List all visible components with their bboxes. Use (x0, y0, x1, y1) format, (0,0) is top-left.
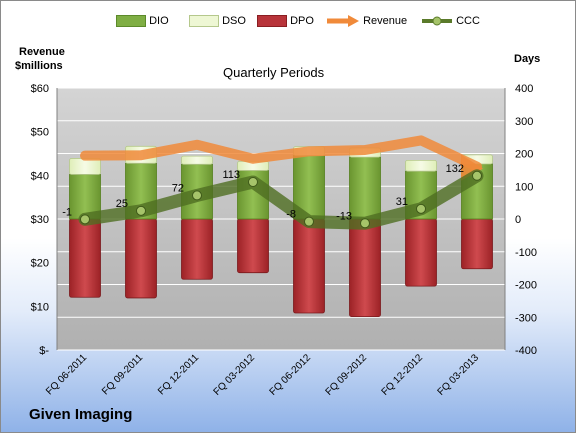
left-tick-label: $60 (31, 83, 49, 95)
left-axis-title-line1: Revenue (19, 46, 65, 58)
dpo-bar (69, 218, 101, 298)
right-tick-label: -400 (515, 345, 537, 357)
category-label: FQ 03-2012 (212, 352, 258, 398)
dpo-bar (237, 218, 269, 274)
revenue-arrowhead (461, 154, 483, 181)
left-tick-label: $10 (31, 301, 49, 313)
right-tick-label: -100 (515, 247, 537, 259)
category-label: FQ 12-2011 (156, 352, 201, 397)
revenue-line (80, 135, 482, 172)
ccc-line-icon (422, 16, 452, 26)
chart-subtitle: Quarterly Periods (223, 65, 325, 80)
category-label: FQ 12-2012 (380, 352, 426, 398)
category-label: FQ 03-2013 (436, 352, 482, 398)
legend-ccc-label: CCC (456, 15, 480, 28)
right-tick-label: 0 (515, 214, 521, 226)
ccc-marker (304, 216, 314, 227)
right-tick-label: 200 (515, 149, 533, 161)
category-label: FQ 09-2012 (324, 352, 370, 398)
dpo-bar (293, 218, 325, 314)
right-tick-label: 300 (515, 116, 533, 128)
ccc-data-label: -13 (336, 210, 352, 222)
dpo-swatch (257, 15, 287, 28)
right-tick-label: -300 (515, 312, 537, 324)
dso-bar (405, 159, 437, 172)
dpo-bar (125, 218, 157, 299)
ccc-marker (80, 214, 90, 225)
ccc-marker (248, 176, 258, 187)
ccc-line (78, 169, 484, 230)
right-axis-title: Days (514, 53, 541, 65)
dso-swatch (189, 15, 219, 28)
dpo-bar (405, 218, 437, 287)
left-tick-label: $40 (31, 170, 49, 182)
ccc-marker (416, 203, 426, 214)
legend-dpo: DPO (257, 15, 314, 29)
category-label: FQ 06-2011 (44, 352, 89, 397)
legend-dso-label: DSO (222, 15, 246, 28)
legend-dio: DIO (116, 15, 169, 29)
ccc-data-label: 72 (172, 182, 184, 194)
left-tick-label: $- (39, 345, 49, 357)
ccc-data-label: 113 (222, 169, 240, 181)
ccc-marker (192, 190, 202, 201)
legend-revenue: Revenue (326, 15, 407, 29)
legend-dpo-label: DPO (290, 15, 314, 28)
dpo-bar (461, 218, 493, 270)
ccc-marker (360, 218, 370, 229)
ccc-data-label: -1 (62, 206, 72, 218)
ccc-data-label: -8 (286, 209, 296, 221)
right-tick-label: 400 (515, 83, 533, 95)
category-label: FQ 09-2011 (100, 352, 145, 397)
left-axis-title-line2: $millions (15, 60, 63, 72)
left-tick-label: $20 (31, 258, 49, 270)
company-name: Given Imaging (29, 406, 133, 423)
ccc-data-label: 31 (396, 196, 408, 208)
category-label: FQ 06-2012 (268, 352, 314, 398)
dso-bar (69, 158, 101, 175)
legend-dio-label: DIO (149, 15, 169, 28)
legend-revenue-label: Revenue (363, 15, 408, 28)
dpo-bar (181, 218, 213, 280)
right-tick-label: 100 (515, 181, 533, 193)
dio-swatch (116, 15, 146, 28)
dso-bar (181, 155, 213, 165)
legend-ccc: CCC (421, 15, 480, 29)
dpo-bar (349, 218, 381, 317)
dio-bar (349, 156, 381, 220)
legend-dso: DSO (189, 15, 246, 29)
revenue-arrow-icon (327, 15, 359, 28)
ccc-data-label: 132 (446, 163, 464, 175)
right-tick-label: -200 (515, 280, 537, 292)
ccc-marker (136, 205, 146, 216)
ccc-marker (472, 170, 482, 181)
left-tick-label: $30 (31, 214, 49, 226)
left-tick-label: $50 (31, 127, 49, 139)
ccc-data-label: 25 (116, 198, 128, 210)
